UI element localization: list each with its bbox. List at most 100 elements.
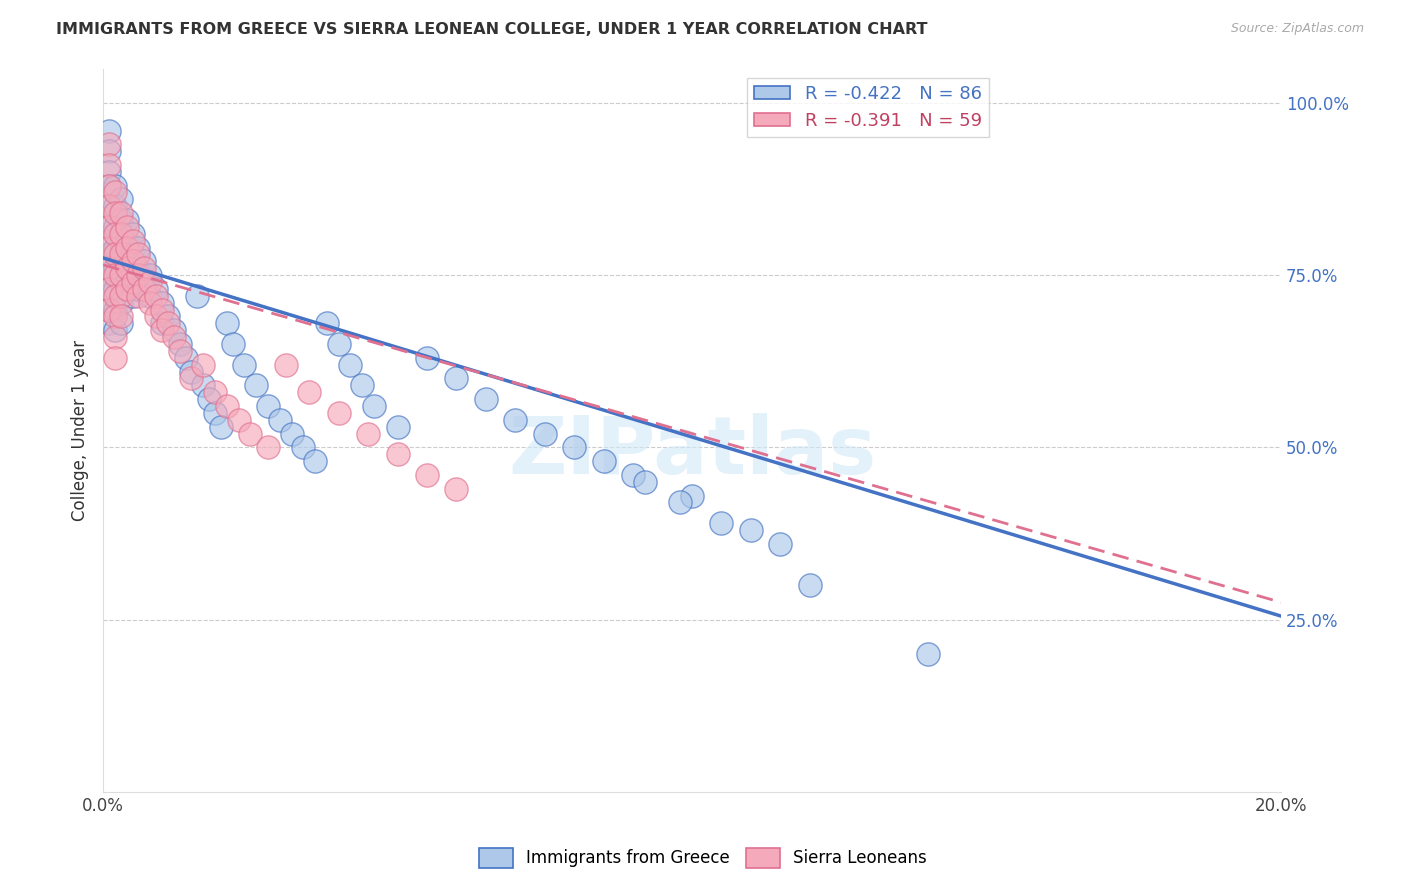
Point — [121, 254, 143, 268]
Point — [115, 213, 138, 227]
Point — [198, 392, 221, 406]
Point — [110, 206, 132, 220]
Point — [134, 254, 156, 268]
Text: IMMIGRANTS FROM GREECE VS SIERRA LEONEAN COLLEGE, UNDER 1 YEAR CORRELATION CHART: IMMIGRANTS FROM GREECE VS SIERRA LEONEAN… — [56, 22, 928, 37]
Point — [127, 282, 149, 296]
Point — [145, 282, 167, 296]
Point — [134, 282, 156, 296]
Point — [475, 392, 498, 406]
Point — [98, 178, 121, 193]
Point — [98, 261, 121, 276]
Point — [115, 219, 138, 234]
Point — [104, 261, 127, 276]
Point — [98, 219, 121, 234]
Point — [104, 206, 127, 220]
Legend: Immigrants from Greece, Sierra Leoneans: Immigrants from Greece, Sierra Leoneans — [472, 841, 934, 875]
Point — [710, 516, 733, 530]
Point — [98, 282, 121, 296]
Point — [98, 144, 121, 158]
Point — [239, 426, 262, 441]
Point — [104, 186, 127, 200]
Point — [98, 178, 121, 193]
Point — [127, 241, 149, 255]
Point — [110, 193, 132, 207]
Text: ZIPatlas: ZIPatlas — [508, 413, 876, 491]
Point — [104, 219, 127, 234]
Point — [446, 482, 468, 496]
Point — [139, 289, 162, 303]
Point — [110, 254, 132, 268]
Point — [145, 310, 167, 324]
Point — [180, 365, 202, 379]
Point — [357, 426, 380, 441]
Point — [269, 413, 291, 427]
Point — [669, 495, 692, 509]
Point — [98, 241, 121, 255]
Point — [104, 199, 127, 213]
Point — [339, 358, 361, 372]
Point — [769, 537, 792, 551]
Point — [110, 268, 132, 282]
Point — [799, 578, 821, 592]
Point — [169, 343, 191, 358]
Point — [328, 406, 350, 420]
Point — [180, 371, 202, 385]
Point — [104, 330, 127, 344]
Point — [174, 351, 197, 365]
Point — [121, 227, 143, 241]
Point — [245, 378, 267, 392]
Point — [98, 282, 121, 296]
Point — [446, 371, 468, 385]
Point — [104, 302, 127, 317]
Point — [121, 289, 143, 303]
Point — [104, 310, 127, 324]
Point — [562, 440, 585, 454]
Point — [215, 399, 238, 413]
Point — [150, 317, 173, 331]
Point — [98, 317, 121, 331]
Point — [110, 317, 132, 331]
Point — [150, 295, 173, 310]
Point — [110, 247, 132, 261]
Point — [139, 268, 162, 282]
Point — [127, 289, 149, 303]
Point — [193, 358, 215, 372]
Point — [316, 317, 339, 331]
Text: Source: ZipAtlas.com: Source: ZipAtlas.com — [1230, 22, 1364, 36]
Point — [169, 337, 191, 351]
Point — [98, 158, 121, 172]
Y-axis label: College, Under 1 year: College, Under 1 year — [72, 340, 89, 521]
Point — [115, 254, 138, 268]
Point — [127, 268, 149, 282]
Point — [416, 351, 439, 365]
Point — [98, 137, 121, 152]
Point — [156, 317, 179, 331]
Point — [634, 475, 657, 489]
Point — [104, 247, 127, 261]
Point — [505, 413, 527, 427]
Point — [150, 323, 173, 337]
Point — [280, 426, 302, 441]
Point — [110, 295, 132, 310]
Point — [98, 302, 121, 317]
Point — [204, 406, 226, 420]
Point — [127, 247, 149, 261]
Point — [104, 282, 127, 296]
Point — [104, 289, 127, 303]
Point — [228, 413, 250, 427]
Point — [592, 454, 614, 468]
Point — [186, 289, 208, 303]
Point — [221, 337, 243, 351]
Point — [156, 310, 179, 324]
Point — [139, 295, 162, 310]
Point — [110, 275, 132, 289]
Point — [98, 219, 121, 234]
Point — [98, 199, 121, 213]
Point — [98, 123, 121, 137]
Point — [298, 385, 321, 400]
Point — [121, 275, 143, 289]
Point — [98, 165, 121, 179]
Point — [104, 323, 127, 337]
Point — [681, 489, 703, 503]
Point — [98, 234, 121, 248]
